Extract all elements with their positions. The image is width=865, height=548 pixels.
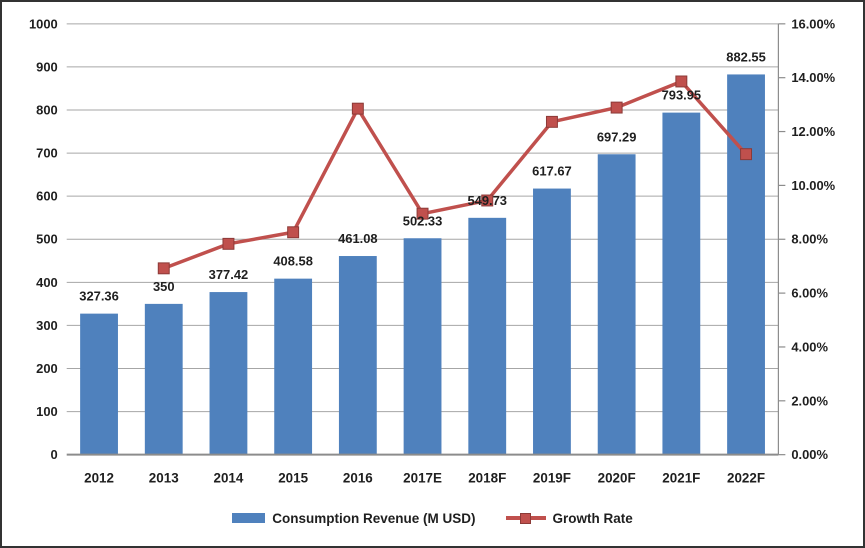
growth-rate-marker-2022F [740,148,753,161]
left-axis-tick-0: 0 [51,447,58,462]
growth-rate-marker-2017E [416,207,429,220]
bar-label-2012: 327.36 [79,289,119,304]
growth-rate-marker-2021F [675,75,688,88]
x-tick-2014: 2014 [214,470,244,485]
line-swatch-marker [519,512,531,524]
x-tick-2015: 2015 [278,470,308,485]
bar-label-2016: 461.08 [338,231,378,246]
bar-label-2020F: 697.29 [597,129,637,144]
bar-label-2022F: 882.55 [726,50,766,65]
left-axis-tick-700: 700 [36,146,58,161]
bar-2012 [80,313,118,455]
right-axis-tick-14.00%: 14.00% [791,70,835,85]
growth-rate-marker-2020F [610,101,623,114]
x-tick-2012: 2012 [84,470,114,485]
bar-2013 [144,303,183,455]
growth-rate-marker-2018F [481,194,494,207]
bar-2021F [662,112,701,455]
legend-label-growth-rate: Growth Rate [552,510,633,526]
x-tick-2019F: 2019F [533,470,571,485]
x-tick-2020F: 2020F [598,470,636,485]
chart-legend: Consumption Revenue (M USD) Growth Rate [2,504,863,532]
bar-label-2017E: 502.33 [403,213,443,228]
left-axis-tick-300: 300 [36,318,58,333]
left-axis-tick-600: 600 [36,189,58,204]
x-tick-2017E: 2017E [403,470,442,485]
growth-rate-marker-2015 [287,226,300,239]
left-axis-tick-800: 800 [36,102,58,117]
bar-2020F [597,154,636,455]
bar-2019F [533,188,571,455]
growth-rate-line [163,79,748,270]
bar-2015 [274,278,313,455]
bar-label-2014: 377.42 [209,267,249,282]
left-axis-tick-900: 900 [36,59,58,74]
bar-2014 [209,292,248,455]
right-axis-tick-0.00%: 0.00% [791,447,828,462]
right-axis-tick-2.00%: 2.00% [791,393,828,408]
right-axis-tick-10.00%: 10.00% [791,178,835,193]
left-axis-tick-100: 100 [36,404,58,419]
growth-rate-marker-2019F [545,115,558,128]
bar-label-2015: 408.58 [273,254,313,269]
left-axis-tick-400: 400 [36,275,58,290]
right-axis-tick-12.00%: 12.00% [791,124,835,139]
bar-series-swatch-icon [232,513,266,523]
bar-2022F [727,74,765,455]
growth-rate-marker-2013 [157,262,170,275]
right-axis-tick-4.00%: 4.00% [791,339,828,354]
growth-rate-marker-2016 [351,102,364,115]
x-tick-2013: 2013 [149,470,179,485]
legend-item-growth-rate: Growth Rate [505,510,633,526]
left-axis-tick-1000: 1000 [29,16,58,31]
legend-label-consumption-revenue: Consumption Revenue (M USD) [272,510,476,526]
bar-2016 [338,256,377,455]
x-tick-2016: 2016 [343,470,373,485]
right-axis-tick-8.00%: 8.00% [791,232,828,247]
bar-label-2021F: 793.95 [662,88,702,103]
legend-item-consumption-revenue: Consumption Revenue (M USD) [232,510,476,526]
growth-rate-marker-2014 [222,237,235,250]
right-axis-tick-6.00%: 6.00% [791,286,828,301]
bar-2018F [468,217,507,455]
x-tick-2021F: 2021F [662,470,700,485]
bar-label-2013: 350 [153,279,175,294]
left-axis-tick-200: 200 [36,361,58,376]
left-axis-tick-500: 500 [36,232,58,247]
line-series-swatch-icon [505,512,546,524]
x-tick-2018F: 2018F [468,470,506,485]
bar-label-2018F: 549.73 [467,193,507,208]
right-axis-tick-16.00%: 16.00% [791,16,835,31]
bar-2017E [403,238,442,455]
x-tick-2022F: 2022F [727,470,765,485]
bar-label-2019F: 617.67 [532,164,572,179]
